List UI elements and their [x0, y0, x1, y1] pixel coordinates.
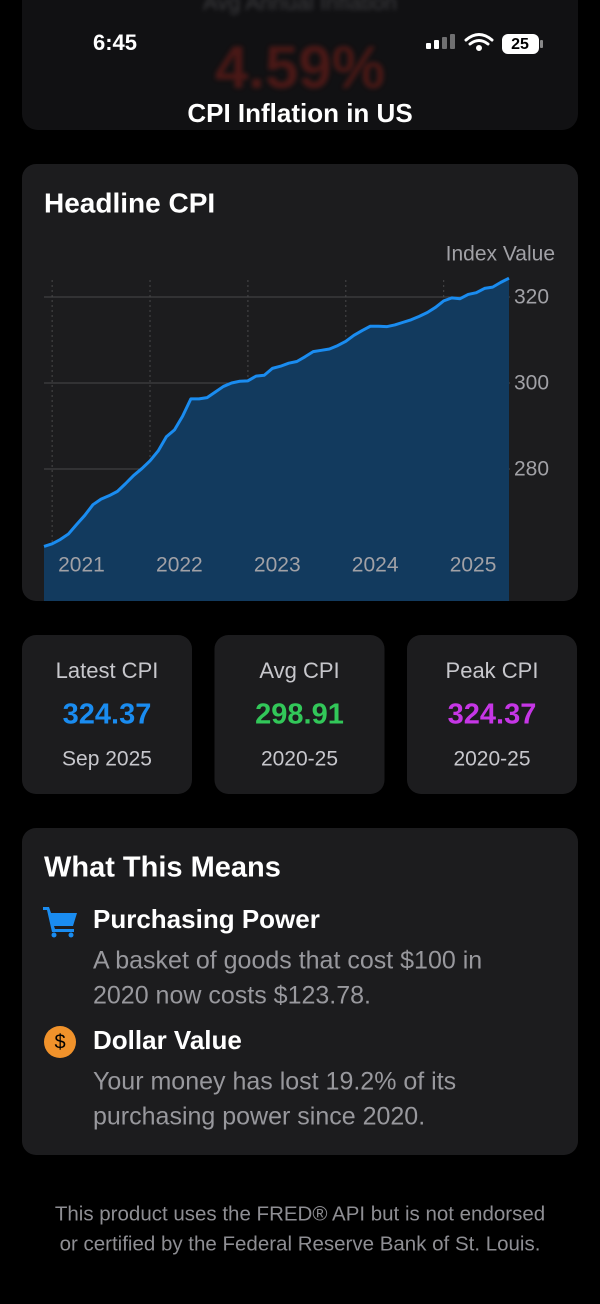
- x-tick-label: 2025: [450, 554, 497, 577]
- y-tick-label: 280: [514, 458, 549, 481]
- chart-title: Headline CPI: [44, 187, 215, 218]
- footer: This product uses the FRED® API but is n…: [55, 1202, 545, 1255]
- y-axis-label: Index Value: [446, 243, 555, 266]
- faded-label: Avg Annual Inflation: [203, 0, 397, 15]
- item-text: A basket of goods that cost $100 in: [93, 947, 482, 975]
- stat-card: [214, 635, 385, 794]
- stat-label: Latest CPI: [56, 658, 159, 683]
- meaning-title: What This Means: [44, 852, 281, 884]
- footer-text: This product uses the FRED® API but is n…: [55, 1202, 545, 1225]
- item-title: Purchasing Power: [93, 904, 320, 934]
- cart-icon: [43, 907, 77, 938]
- signal-icon: [426, 34, 455, 49]
- battery-cap: [540, 40, 543, 48]
- x-tick-label: 2022: [156, 554, 203, 577]
- x-tick-label: 2023: [254, 554, 301, 577]
- stat-card: [407, 635, 577, 794]
- battery-icon: [502, 34, 539, 54]
- y-tick-label: 320: [514, 286, 549, 309]
- stat-sub: Sep 2025: [62, 748, 152, 771]
- stat-label: Avg CPI: [259, 658, 339, 683]
- item-title: Dollar Value: [93, 1025, 242, 1055]
- x-tick-label: 2021: [58, 554, 105, 577]
- stats: Latest CPI 324.37 Sep 2025 Avg CPI 298.91 202…: [22, 635, 577, 794]
- meaning-card: [22, 828, 578, 1155]
- plot: 280 300 320 2021 2022 2023 2024 2025: [43, 276, 549, 601]
- nav-title: CPI Inflation in US: [187, 98, 412, 128]
- footer-text: or certified by the Federal Reserve Bank…: [60, 1232, 541, 1255]
- y-tick-label: 300: [514, 372, 549, 395]
- battery-level: 25: [511, 36, 529, 53]
- stat-sub: 2020-25: [261, 748, 338, 771]
- stat-value: 298.91: [255, 699, 344, 731]
- status-time: 6:45: [93, 30, 137, 55]
- meaning-items: Purchasing Power A basket of goods that c…: [93, 904, 482, 1131]
- stat-sub: 2020-25: [453, 748, 530, 771]
- stat-value: 324.37: [63, 699, 152, 731]
- dollar-icon: [44, 1026, 76, 1058]
- stat-value: 324.37: [448, 699, 537, 731]
- wifi-icon: [464, 33, 494, 51]
- area: [44, 278, 509, 601]
- stat-card: [22, 635, 192, 794]
- item-text: 2020 now costs $123.78.: [93, 982, 371, 1010]
- faded-card: [22, 0, 578, 130]
- faded-value: 4.59%: [215, 34, 385, 101]
- x-tick-label: 2024: [352, 554, 399, 577]
- line: [43, 276, 510, 548]
- stat-label: Peak CPI: [446, 658, 539, 683]
- dollar-icon-symbol: $: [54, 1031, 65, 1053]
- item-text: Your money has lost 19.2% of its: [93, 1068, 456, 1096]
- item-text: purchasing power since 2020.: [93, 1103, 425, 1131]
